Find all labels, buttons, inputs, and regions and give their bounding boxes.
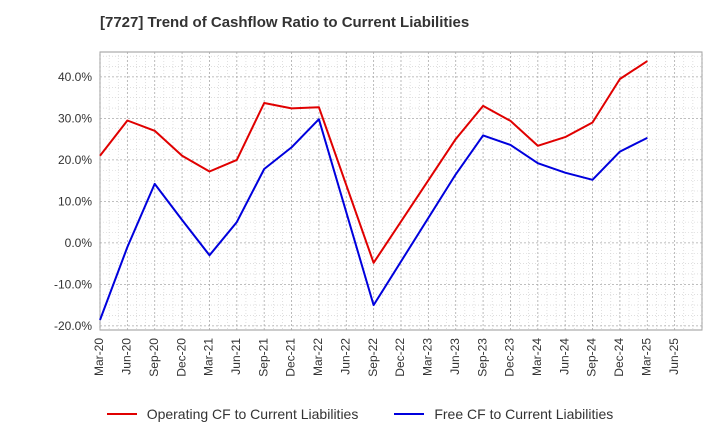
x-tick-label: Dec-24 <box>612 338 626 377</box>
legend-item-operating-cf: Operating CF to Current Liabilities <box>106 406 359 422</box>
x-tick-label: Jun-20 <box>120 338 134 375</box>
x-tick-label: Jun-21 <box>229 338 243 375</box>
grid-lines <box>99 52 703 330</box>
x-tick-label: Jun-23 <box>448 338 462 375</box>
y-axis-ticks: -20.0% -10.0% 0.0% 10.0% 20.0% 30.0% 40.0% <box>54 70 92 333</box>
series-line-operating-cf <box>99 60 648 264</box>
x-tick-label: Dec-22 <box>393 338 407 377</box>
x-tick-label: Mar-23 <box>421 338 435 376</box>
legend-swatch-operating-cf <box>106 413 137 415</box>
x-tick-label: Dec-21 <box>284 338 298 377</box>
x-tick-label: Mar-20 <box>92 338 106 376</box>
y-tick-label: 30.0% <box>58 111 92 125</box>
x-tick-label: Dec-23 <box>503 338 517 377</box>
x-tick-label: Dec-20 <box>174 338 188 377</box>
x-tick-label: Sep-21 <box>256 338 270 377</box>
y-tick-label: 10.0% <box>58 194 92 208</box>
x-tick-label: Sep-20 <box>147 338 161 377</box>
x-tick-label: Sep-22 <box>366 338 380 377</box>
y-tick-label: -10.0% <box>54 277 92 291</box>
x-tick-label: Mar-21 <box>202 338 216 376</box>
legend-swatch-free-cf <box>394 413 425 415</box>
chart-legend: Operating CF to Current Liabilities Free… <box>0 406 720 422</box>
legend-label-operating-cf: Operating CF to Current Liabilities <box>146 406 359 422</box>
y-tick-label: 40.0% <box>58 70 92 84</box>
x-tick-label: Jun-25 <box>667 338 681 375</box>
x-tick-label: Mar-25 <box>639 338 653 376</box>
y-tick-label: 0.0% <box>65 236 93 250</box>
x-tick-label: Sep-23 <box>475 338 489 377</box>
y-tick-label: 20.0% <box>58 153 92 167</box>
x-tick-label: Sep-24 <box>585 338 599 377</box>
legend-label-free-cf: Free CF to Current Liabilities <box>434 406 614 422</box>
x-tick-label: Jun-22 <box>338 338 352 375</box>
chart-title: [7727] Trend of Cashflow Ratio to Curren… <box>100 14 470 31</box>
x-tick-label: Mar-22 <box>311 338 325 376</box>
x-axis-ticks: Mar-20 Jun-20 Sep-20 Dec-20 Mar-21 Jun-21 Sep-… <box>92 338 681 377</box>
x-tick-label: Mar-24 <box>530 338 544 376</box>
legend-item-free-cf: Free CF to Current Liabilities <box>394 406 613 422</box>
series-line-free-cf <box>99 118 648 321</box>
x-tick-label: Jun-24 <box>557 338 571 375</box>
series-lines <box>99 60 648 321</box>
y-tick-label: -20.0% <box>54 319 92 333</box>
